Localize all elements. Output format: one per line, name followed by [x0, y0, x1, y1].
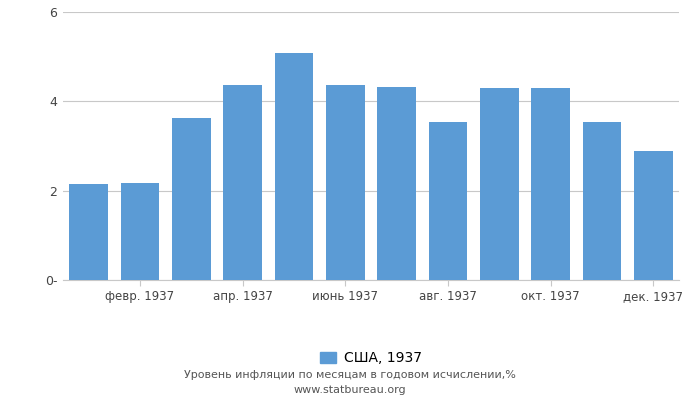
Bar	[531, 88, 570, 280]
Legend: США, 1937: США, 1937	[314, 346, 428, 371]
Bar	[428, 122, 468, 280]
Bar	[120, 183, 160, 280]
Bar	[634, 151, 673, 280]
Bar	[326, 85, 365, 280]
Bar	[69, 184, 108, 280]
Bar	[172, 118, 211, 280]
Bar	[223, 85, 262, 280]
Text: Уровень инфляции по месяцам в годовом исчислении,%: Уровень инфляции по месяцам в годовом ис…	[184, 370, 516, 380]
Bar	[582, 122, 622, 280]
Bar	[274, 53, 314, 280]
Text: www.statbureau.org: www.statbureau.org	[294, 385, 406, 395]
Bar	[377, 87, 416, 280]
Bar	[480, 88, 519, 280]
